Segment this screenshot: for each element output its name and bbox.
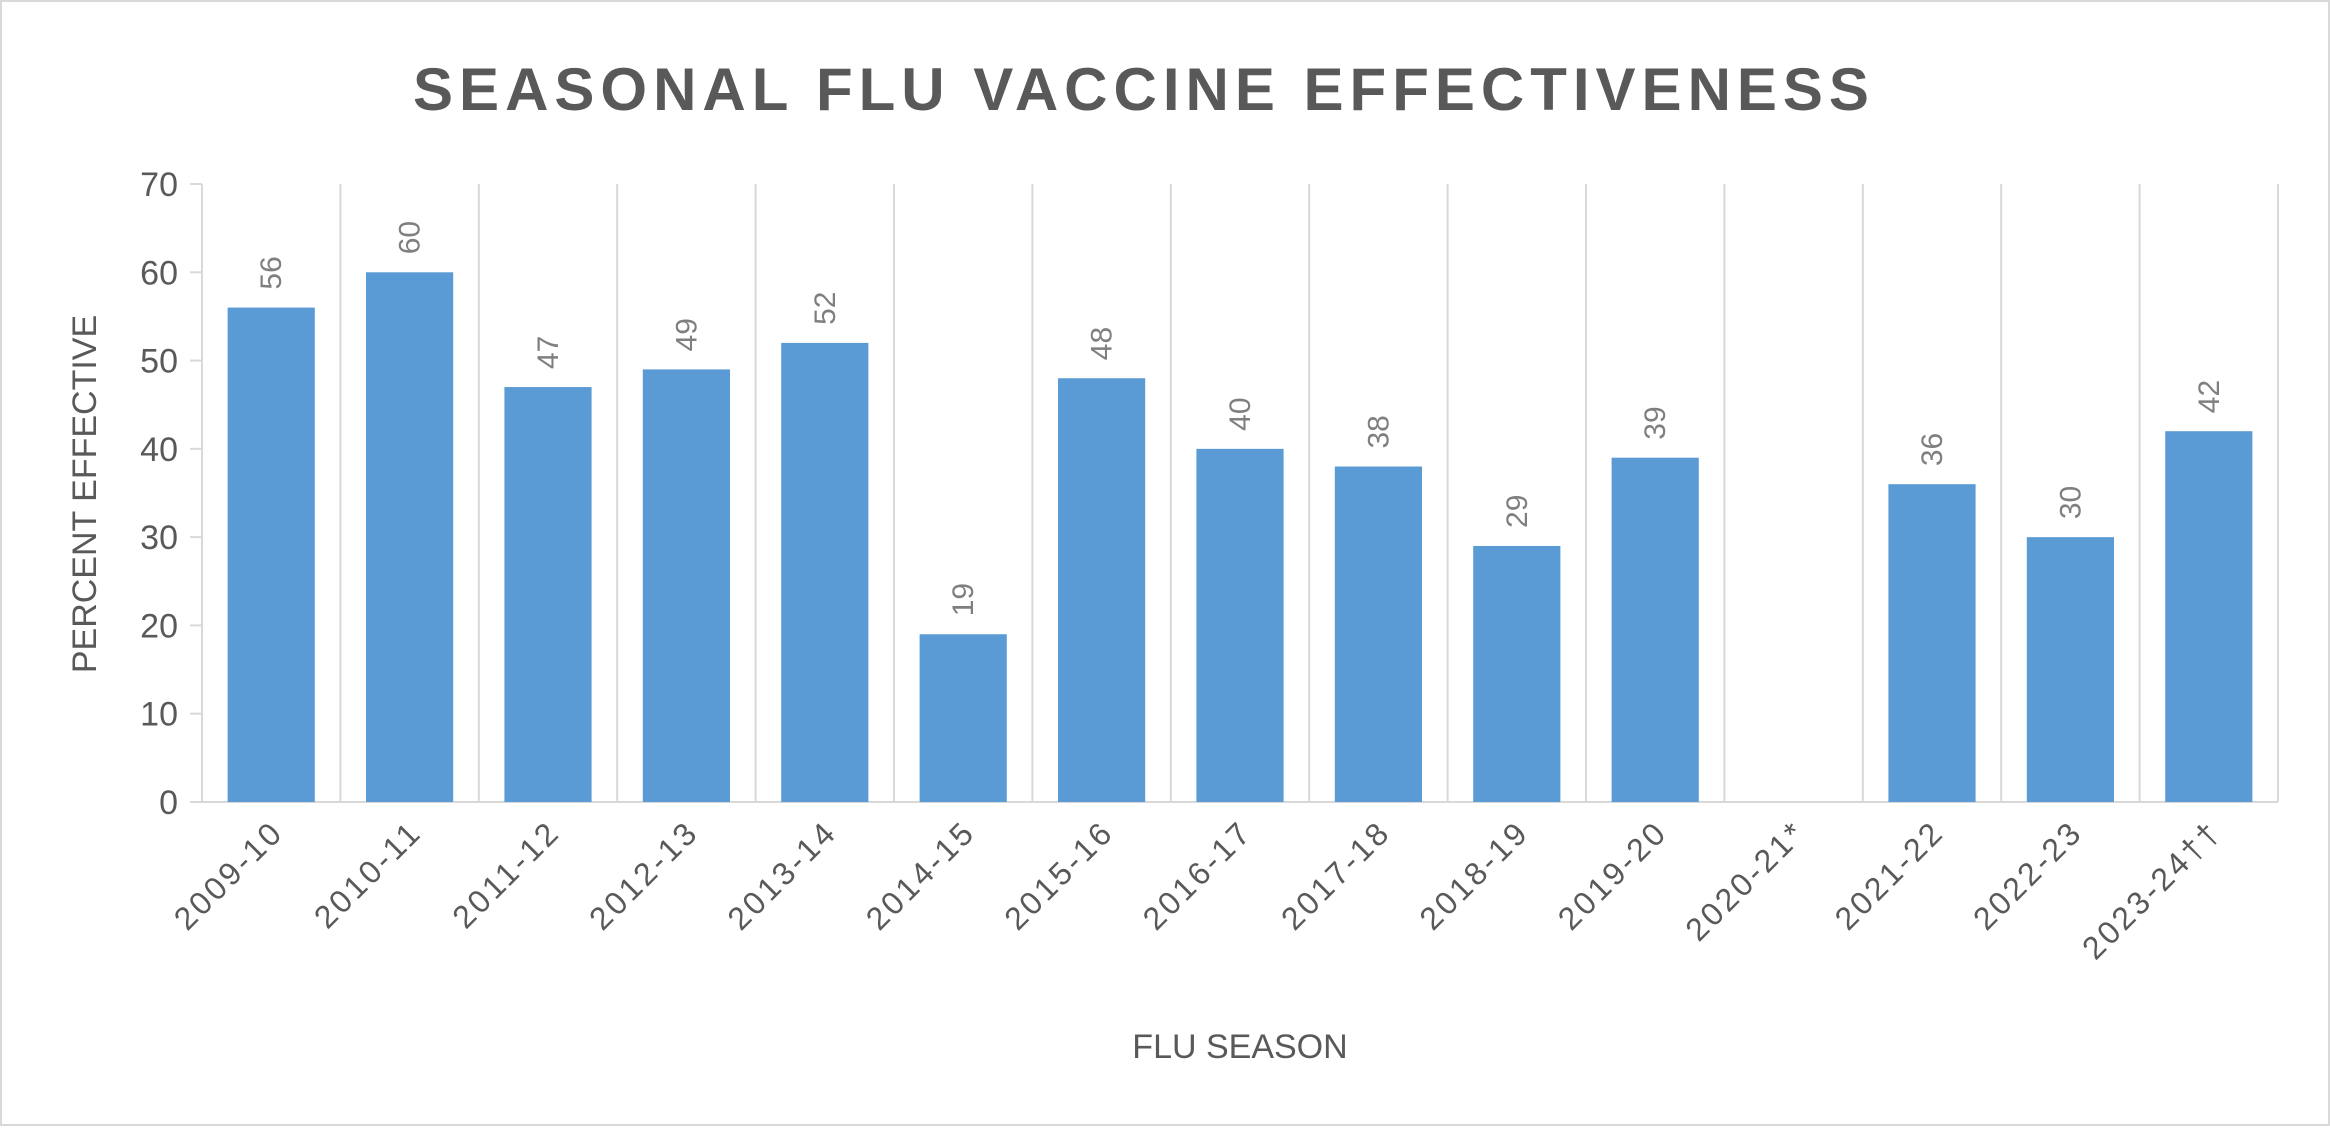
x-tick-label: 2009-10 [167, 813, 290, 936]
y-tick-label: 10 [140, 696, 178, 734]
x-tick-label: 2020-21* [1678, 813, 1812, 947]
bar-value-label: 39 [1639, 406, 1672, 439]
bar [366, 272, 454, 802]
x-tick-label: 2021-22 [1828, 813, 1951, 936]
x-tick-label: 2019-20 [1551, 813, 1674, 936]
bar-value-label: 47 [532, 336, 565, 369]
bar [504, 387, 592, 802]
y-tick-label: 20 [140, 607, 178, 645]
y-tick-label: 70 [140, 166, 178, 204]
x-tick-label: 2014-15 [859, 813, 982, 936]
bar [781, 342, 869, 802]
x-tick-label: 2018-19 [1412, 813, 1535, 936]
bar-value-label: 38 [1362, 415, 1395, 448]
bars [227, 272, 2253, 802]
y-tick-label: 60 [140, 254, 178, 292]
bar-value-label: 36 [1916, 433, 1949, 466]
bar [1058, 378, 1146, 802]
bar [1473, 545, 1561, 802]
bar-value-label: 52 [809, 292, 842, 325]
bar [1888, 484, 1976, 802]
x-tick-label: 2010-11 [307, 813, 429, 935]
bar [642, 369, 730, 802]
x-tick-label: 2017-18 [1274, 813, 1397, 936]
y-axis-ticks: 0 10 20 30 40 50 60 70 [140, 166, 202, 822]
x-tick-label: 2016-17 [1136, 813, 1259, 936]
bar [227, 307, 315, 802]
x-tick-label: 2013-14 [720, 813, 843, 936]
bar-value-label: 30 [2054, 486, 2087, 519]
y-tick-label: 0 [159, 784, 178, 822]
y-tick-label: 40 [140, 431, 178, 469]
bar-value-label: 49 [670, 318, 703, 351]
x-tick-label: 2011-12 [445, 813, 567, 935]
x-tick-label: 2015-16 [997, 813, 1120, 936]
x-tick-label: 2022-23 [1966, 813, 2089, 936]
bar-value-label: 42 [2193, 380, 2226, 413]
y-axis-label: PERCENT EFFECTIVE [66, 315, 104, 673]
bar-value-label: 48 [1086, 327, 1119, 360]
chart-title: SEASONAL FLU VACCINE EFFECTIVENESS [413, 56, 1875, 123]
bar [1196, 448, 1284, 802]
bar-value-label: 40 [1224, 397, 1257, 430]
bar [2165, 431, 2253, 802]
bar [1611, 457, 1699, 802]
x-tick-label: 2012-13 [582, 813, 705, 936]
bar-value-label: 19 [947, 583, 980, 616]
data-labels: 56 60 47 49 52 19 48 40 38 29 39 36 30 42 [255, 221, 2226, 616]
bar [1334, 466, 1422, 802]
bar-value-label: 56 [255, 256, 288, 289]
bar-value-label: 29 [1501, 495, 1534, 528]
bar [919, 634, 1007, 802]
bar [2026, 537, 2114, 802]
x-axis-ticks: 2009-10 2010-11 2011-12 2012-13 2013-14 2014-… [167, 813, 2228, 966]
y-tick-label: 30 [140, 519, 178, 557]
y-tick-label: 50 [140, 343, 178, 381]
x-axis-label: FLU SEASON [1132, 1028, 1347, 1066]
bar-value-label: 60 [394, 221, 427, 254]
x-tick-label: 2023-24†† [2075, 813, 2228, 966]
